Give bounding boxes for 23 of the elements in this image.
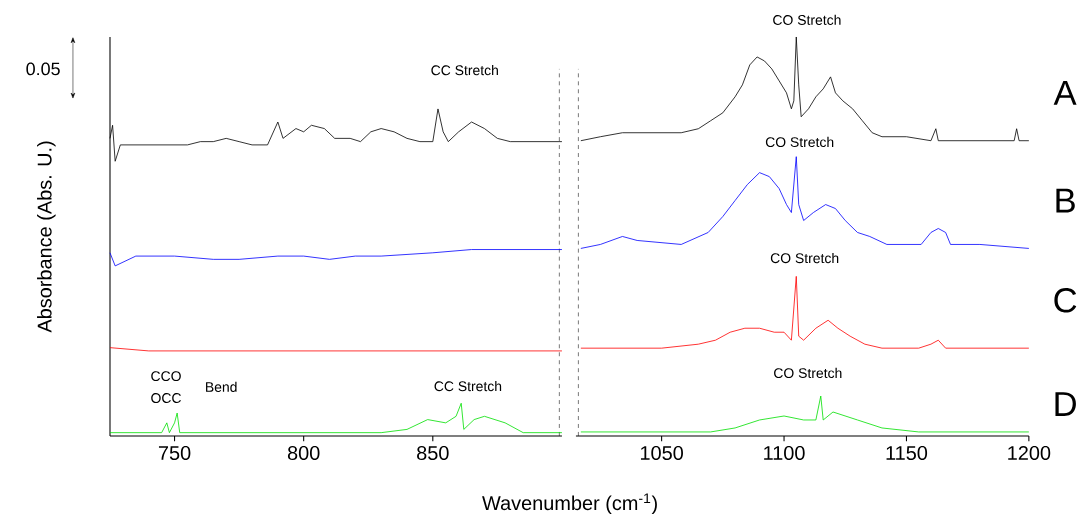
x-tick-label: 1200	[1008, 445, 1051, 461]
annotation: CCO	[151, 371, 181, 382]
annotation: CO Stretch	[765, 136, 834, 148]
y-axis-title: Absorbance (Abs. U.)	[37, 141, 56, 333]
x-tick-label: 800	[287, 445, 320, 461]
x-tick-label: 1100	[764, 445, 805, 461]
text: CO Stretch	[773, 14, 841, 25]
series-label: B	[1056, 188, 1075, 213]
annotation: CC Stretch	[434, 380, 502, 392]
x-axis-title: Wavenumber (cm$^{-1}$)	[482, 493, 657, 515]
x-tick-label: 1150	[886, 445, 928, 461]
series-label: D	[1055, 392, 1076, 416]
annotation: CO Stretch	[774, 367, 842, 379]
series-label: A	[1053, 80, 1077, 105]
annotation: OCC	[151, 393, 181, 404]
x-tick-label: 1050	[640, 445, 683, 461]
text: 0.05	[26, 62, 60, 76]
annotation: CO Stretch	[770, 252, 839, 264]
text: CC Stretch	[431, 65, 498, 76]
series-label: C	[1054, 288, 1077, 313]
x-tick-label: 750	[158, 445, 191, 461]
annotation: Bend	[206, 381, 237, 393]
x-tick-label: 850	[417, 445, 449, 461]
